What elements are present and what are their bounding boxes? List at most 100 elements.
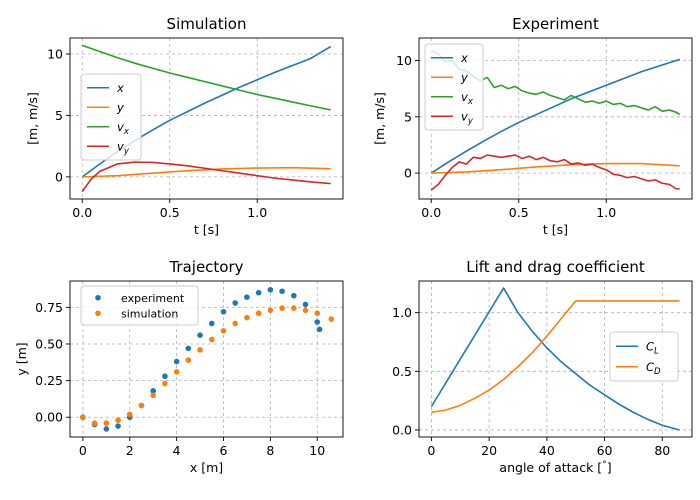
legend-label-main: y xyxy=(116,100,124,114)
point-simulation xyxy=(150,392,156,399)
x-axis-label-close: ] xyxy=(607,460,612,475)
legend-label-main: v xyxy=(461,90,468,104)
point-experiment xyxy=(290,292,297,299)
x-tick-label: 20 xyxy=(481,443,497,458)
point-simulation xyxy=(162,380,168,387)
point-experiment xyxy=(173,358,180,365)
point-simulation xyxy=(115,417,121,423)
legend-label-sub: x xyxy=(123,127,130,137)
x-tick-label: 80 xyxy=(654,443,670,458)
legend: experiment simulation xyxy=(80,285,199,326)
x-axis-label: t [s] xyxy=(194,222,219,237)
legend-label-main: x xyxy=(460,51,468,65)
legend-label-v_y: vy xyxy=(117,139,130,156)
point-simulation xyxy=(267,307,274,314)
x-axis-label: angle of attack [°] xyxy=(499,460,611,475)
y-tick-label: 10 xyxy=(396,53,412,68)
point-experiment xyxy=(185,345,192,352)
series-line-y xyxy=(431,162,680,174)
legend-label-sub: x xyxy=(467,97,474,107)
series-line-v_y xyxy=(430,154,680,191)
point-experiment xyxy=(314,319,321,325)
point-experiment xyxy=(197,332,203,338)
legend-box xyxy=(80,285,199,326)
point-simulation xyxy=(220,328,227,334)
point-experiment xyxy=(208,320,215,327)
point-simulation xyxy=(302,307,309,314)
legend-label-simulation: simulation xyxy=(121,307,178,320)
point-simulation xyxy=(126,411,133,418)
point-simulation xyxy=(138,402,145,409)
legend-label-sub: y xyxy=(123,146,130,156)
legend-label-y: y xyxy=(116,100,124,114)
y-axis-label: y [m] xyxy=(14,342,29,375)
series-group xyxy=(80,286,335,432)
legend-label-v_x: vx xyxy=(117,120,130,137)
chart-title: Lift and drag coefficient xyxy=(466,258,645,276)
point-experiment xyxy=(255,289,262,296)
point-simulation xyxy=(80,414,86,421)
legend-label-y: y xyxy=(460,70,468,84)
point-simulation xyxy=(232,320,239,327)
legend-marker-simulation xyxy=(95,310,101,317)
y-tick-label: 5 xyxy=(404,109,412,124)
point-simulation xyxy=(185,357,192,363)
point-experiment xyxy=(316,326,323,333)
x-tick-label: 2 xyxy=(126,443,134,458)
legend-label-main: experiment xyxy=(121,292,185,305)
legend-box xyxy=(609,331,679,382)
y-tick-label: 0.0 xyxy=(392,422,412,437)
chart-title: Trajectory xyxy=(168,258,243,276)
y-tick-label: 0 xyxy=(404,166,412,181)
axes-frame xyxy=(69,37,344,200)
point-simulation xyxy=(91,420,98,426)
x-tick-label: 0.5 xyxy=(160,205,180,220)
legend-label-x: x xyxy=(116,81,124,95)
x-tick-label: 8 xyxy=(266,443,274,458)
series-group xyxy=(430,287,680,431)
x-tick-label: 0 xyxy=(427,443,435,458)
point-experiment xyxy=(150,388,156,394)
y-tick-label: 5 xyxy=(55,108,63,123)
point-simulation xyxy=(103,420,110,426)
legend-label-main: v xyxy=(461,109,468,123)
x-tick-label: 0 xyxy=(79,443,87,458)
y-tick-label: 0.75 xyxy=(35,300,63,315)
point-experiment xyxy=(267,286,274,293)
point-experiment xyxy=(162,373,168,380)
y-tick-label: 0.00 xyxy=(35,410,63,425)
series-line-C_D xyxy=(431,300,680,414)
y-axis-label: [m, m/s] xyxy=(372,92,387,145)
legend-label-main: v xyxy=(117,139,124,153)
x-tick-label: 4 xyxy=(173,443,181,458)
x-tick-label: 0.5 xyxy=(509,205,529,220)
legend-box xyxy=(424,43,484,131)
chart-title: Experiment xyxy=(512,15,599,33)
point-simulation xyxy=(255,310,262,317)
y-axis-label: [m, m/s] xyxy=(25,92,40,145)
x-tick-label: 0.0 xyxy=(421,205,441,220)
x-tick-label: 6 xyxy=(220,443,228,458)
point-experiment xyxy=(279,288,285,295)
point-simulation xyxy=(279,305,285,311)
y-tick-label: 0.5 xyxy=(392,364,412,379)
series-line-v_y xyxy=(81,161,331,193)
y-tick-label: 10 xyxy=(47,46,63,61)
legend-label-C_L: CL xyxy=(646,339,659,356)
point-experiment xyxy=(244,294,250,300)
legend-label-x: x xyxy=(460,51,468,65)
legend-marker-experiment xyxy=(95,294,101,301)
chart-title: Simulation xyxy=(167,15,247,33)
legend-label-C_D: CD xyxy=(646,360,661,377)
point-simulation xyxy=(328,316,335,322)
legend-label-main: y xyxy=(460,70,468,84)
x-axis-label: t [s] xyxy=(543,222,568,237)
x-tick-label: 1.0 xyxy=(596,205,616,220)
axes-frame xyxy=(418,280,693,438)
legend: CL CD xyxy=(609,331,679,382)
